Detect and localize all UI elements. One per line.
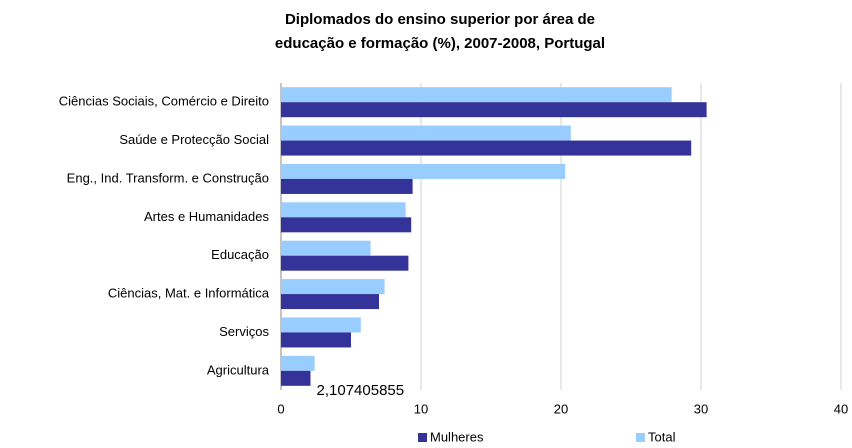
x-tick-label: 40 (834, 401, 848, 416)
bar (281, 294, 379, 310)
x-tick-label: 10 (414, 401, 428, 416)
y-tick-label: Saúde e Protecção Social (119, 132, 269, 147)
y-tick-label: Ciências, Mat. e Informática (108, 286, 270, 301)
y-tick-label: Ciências Sociais, Comércio e Direito (59, 94, 269, 109)
chart-subtitle: educação e formação (%), 2007-2008, Port… (275, 35, 605, 52)
y-tick-label: Serviços (219, 324, 269, 339)
x-tick-label: 20 (554, 401, 568, 416)
y-tick-label: Artes e Humanidades (144, 209, 270, 224)
bar (281, 240, 371, 256)
legend-label: Total (648, 429, 676, 444)
legend-swatch (418, 433, 427, 442)
bar (281, 163, 566, 179)
bar (281, 317, 361, 333)
bar (281, 125, 571, 141)
bar (281, 140, 692, 156)
bar (281, 102, 707, 118)
bar (281, 332, 351, 348)
legend-label: Mulheres (430, 429, 484, 444)
chart-title: Diplomados do ensino superior por área d… (285, 11, 595, 28)
value-label: 2,107405855 (317, 382, 405, 399)
bar (281, 279, 385, 295)
bar (281, 355, 315, 371)
y-tick-label: Agricultura (207, 362, 270, 377)
y-tick-label: Eng., Ind. Transform. e Construção (67, 170, 269, 185)
bar (281, 87, 672, 103)
bar (281, 202, 406, 218)
bar (281, 178, 413, 194)
x-tick-label: 0 (277, 401, 284, 416)
bar (281, 255, 409, 271)
bar (281, 217, 412, 233)
legend-swatch (636, 433, 645, 442)
bar (281, 370, 311, 386)
y-tick-label: Educação (211, 247, 269, 262)
x-tick-label: 30 (694, 401, 708, 416)
